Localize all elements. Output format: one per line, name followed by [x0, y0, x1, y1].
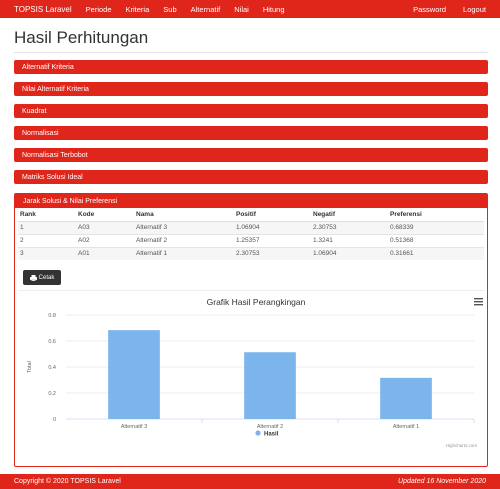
cell-positif: 1.25357: [234, 233, 311, 247]
footer-copyright: Copyright © 2020 TOPSIS Laravel: [14, 478, 121, 485]
footer: Copyright © 2020 TOPSIS Laravel Updated …: [0, 474, 500, 489]
cell-kode: A01: [76, 246, 134, 260]
y-tick-label: 0.4: [48, 365, 56, 371]
nav-item-kriteria[interactable]: Kriteria: [125, 4, 150, 14]
table-header-row: Rank Kode Nama Positif Negatif Preferens…: [18, 209, 484, 222]
x-tick-label: Alternatif 3: [121, 424, 147, 430]
x-tick-label: Alternatif 2: [257, 424, 283, 430]
y-tick-label: 0.2: [48, 391, 56, 397]
panel-normalisasi-terbobot[interactable]: Normalisasi Terbobot: [14, 148, 488, 162]
cell-kode: A03: [76, 220, 134, 234]
col-rank: Rank: [18, 209, 76, 222]
table-row: 2 A02 Alternatif 2 1.25357 1.3241 0.5136…: [18, 233, 484, 247]
nav-item-sub[interactable]: Sub: [163, 4, 177, 14]
chart-bar: [108, 330, 160, 419]
cell-nama: Alternatif 2: [134, 233, 234, 247]
cell-rank: 3: [18, 246, 76, 260]
hamburger-menu-icon: [474, 298, 483, 306]
cell-nama: Alternatif 1: [134, 246, 234, 260]
chart-bar: [380, 377, 432, 419]
cell-negatif: 2.30753: [311, 220, 388, 234]
col-nama: Nama: [134, 209, 234, 222]
table-row: 1 A03 Alternatif 3 1.06904 2.30753 0.683…: [18, 220, 484, 234]
ranking-table: Rank Kode Nama Positif Negatif Preferens…: [18, 209, 484, 260]
panel-nilai-alternatif-kriteria[interactable]: Nilai Alternatif Kriteria: [14, 82, 488, 96]
chart-title: Grafik Hasil Perangkingan: [207, 297, 306, 307]
top-navbar: TOPSIS Laravel Periode Kriteria Sub Alte…: [0, 0, 500, 18]
cell-positif: 2.30753: [234, 246, 311, 260]
cell-preferensi: 0.51368: [388, 233, 484, 247]
cell-kode: A02: [76, 233, 134, 247]
footer-updated: Updated 16 November 2020: [398, 478, 486, 485]
col-positif: Positif: [234, 209, 311, 222]
col-preferensi: Preferensi: [388, 209, 484, 222]
print-button-label: Cetak: [38, 274, 55, 281]
y-tick-label: 0.6: [48, 339, 56, 345]
nav-item-logout[interactable]: Logout: [463, 4, 486, 14]
cell-negatif: 1.3241: [311, 233, 388, 247]
cell-positif: 1.06904: [234, 220, 311, 234]
y-axis-label: Total: [27, 361, 33, 373]
chart-svg: Grafik Hasil Perangkingan 0 0.2 0.4 0.6 0.8 To…: [27, 297, 483, 448]
cell-preferensi: 0.31661: [388, 246, 484, 260]
cell-preferensi: 0.68339: [388, 220, 484, 234]
cell-rank: 1: [18, 220, 76, 234]
x-tick-label: Alternatif 1: [393, 424, 419, 430]
table-row: 3 A01 Alternatif 1 2.30753 1.06904 0.316…: [18, 246, 484, 260]
y-tick-label: 0.8: [48, 313, 56, 319]
nav-item-password[interactable]: Password: [413, 4, 447, 14]
print-button[interactable]: Cetak: [23, 270, 61, 285]
nav-item-hitung[interactable]: Hitung: [262, 4, 285, 14]
cell-nama: Alternatif 3: [134, 220, 234, 234]
result-panel-title[interactable]: Jarak Solusi & Nilai Preferensi: [15, 194, 487, 208]
nav-item-alternatif[interactable]: Alternatif: [190, 4, 221, 14]
cell-rank: 2: [18, 233, 76, 247]
panel-matriks-solusi-ideal[interactable]: Matriks Solusi Ideal: [14, 170, 488, 184]
col-negatif: Negatif: [311, 209, 388, 222]
chart-credit: Highcharts.com: [446, 443, 478, 448]
printer-icon: [29, 274, 37, 281]
cell-negatif: 1.06904: [311, 246, 388, 260]
legend-label: Hasil: [264, 432, 279, 438]
nav-user-menu: Password Logout: [413, 5, 486, 14]
legend-marker: [255, 430, 261, 436]
brand-link[interactable]: TOPSIS Laravel: [14, 4, 72, 14]
ranking-chart: Grafik Hasil Perangkingan 0 0.2 0.4 0.6 0.8 To…: [18, 290, 485, 456]
nav-item-periode[interactable]: Periode: [85, 4, 112, 14]
panel-alternatif-kriteria[interactable]: Alternatif Kriteria: [14, 60, 488, 74]
page-title: Hasil Perhitungan: [14, 28, 149, 47]
panel-kuadrat[interactable]: Kuadrat: [14, 104, 488, 118]
y-tick-label: 0: [53, 417, 56, 423]
title-divider: [14, 52, 488, 53]
result-panel: Jarak Solusi & Nilai Preferensi Rank Kod…: [14, 193, 488, 467]
panel-normalisasi[interactable]: Normalisasi: [14, 126, 488, 140]
chart-bar: [244, 352, 296, 419]
nav-item-nilai[interactable]: Nilai: [234, 4, 249, 14]
col-kode: Kode: [76, 209, 134, 222]
nav-menu: Periode Kriteria Sub Alternatif Nilai Hi…: [86, 5, 285, 14]
